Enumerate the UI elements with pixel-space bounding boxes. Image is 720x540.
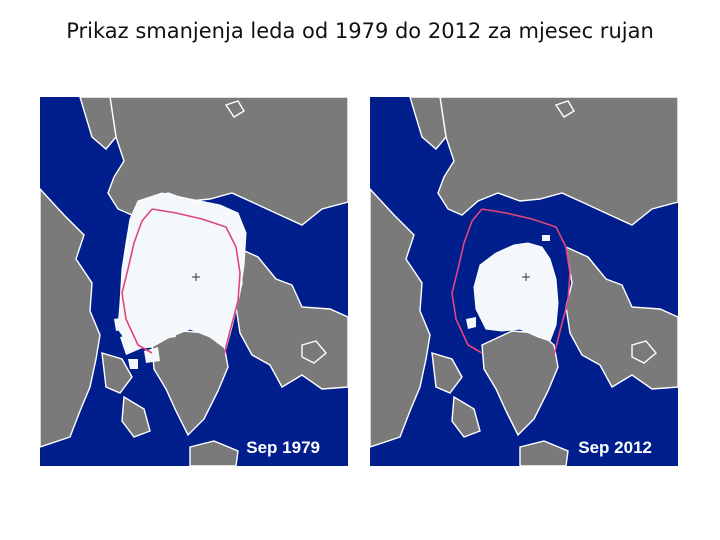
ice-fragments bbox=[466, 235, 550, 329]
median-ice-edge-line-west bbox=[121, 208, 153, 354]
median-ice-edge-line-west bbox=[451, 208, 483, 354]
land-masses bbox=[370, 97, 678, 466]
map-sep-2012: Sep 2012 bbox=[370, 97, 678, 466]
north-pole-marker bbox=[192, 273, 200, 281]
map-caption: Sep 2012 bbox=[578, 438, 652, 457]
ice-fragments bbox=[114, 233, 236, 369]
sea-ice-extent bbox=[473, 242, 559, 342]
north-pole-marker bbox=[522, 273, 530, 281]
slide-title: Prikaz smanjenja leda od 1979 do 2012 za… bbox=[66, 19, 654, 43]
median-ice-edge-line bbox=[151, 208, 241, 356]
arctic-map-1979 bbox=[40, 97, 348, 466]
map-caption: Sep 1979 bbox=[246, 438, 320, 457]
arctic-map-2012 bbox=[370, 97, 678, 466]
sea-ice-extent bbox=[117, 192, 247, 350]
median-ice-edge-line bbox=[481, 208, 571, 356]
map-sep-1979: Sep 1979 bbox=[40, 97, 348, 466]
